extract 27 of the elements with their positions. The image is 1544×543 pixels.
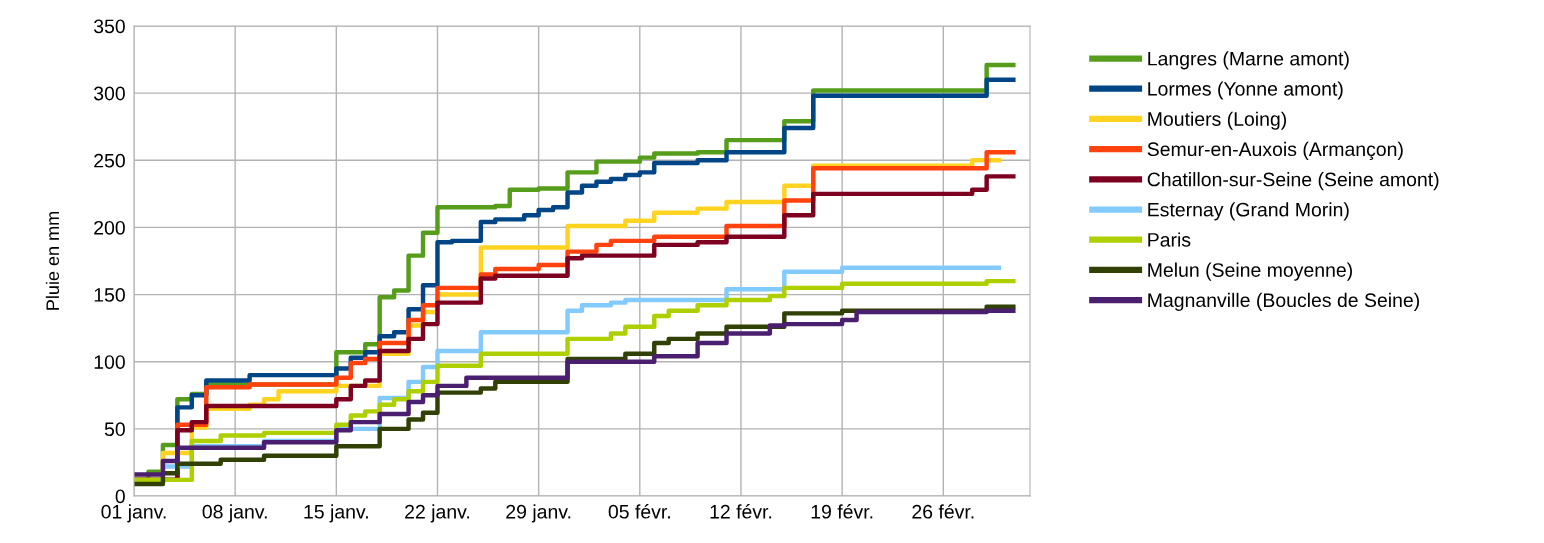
- x-tick-label: 08 janv.: [202, 504, 267, 523]
- legend-label: Chatillon-sur-Seine (Seine amont): [1147, 172, 1439, 191]
- x-tick-label: 15 janv.: [304, 504, 368, 523]
- y-tick-label: 150: [94, 288, 125, 302]
- x-tick-label: 26 févr.: [912, 504, 974, 519]
- y-tick-label: 100: [94, 355, 125, 369]
- x-tick-label: 12 févr.: [710, 504, 772, 519]
- y-tick-label: 200: [94, 220, 125, 235]
- legend-label: Lormes (Yonne amont): [1148, 81, 1343, 100]
- y-tick-label: 250: [94, 153, 125, 168]
- x-tick-label: 29 janv.: [506, 504, 571, 523]
- y-tick-label: 50: [104, 422, 125, 437]
- x-tick-label: 19 févr.: [811, 504, 873, 519]
- y-tick-label: 350: [93, 19, 125, 34]
- x-tick-label: 01 janv.: [101, 504, 166, 523]
- legend-label: Langres (Marne amont): [1148, 51, 1349, 70]
- y-tick-label: 0: [115, 489, 125, 504]
- legend-label: Esternay (Grand Morin): [1148, 202, 1349, 221]
- legend-label: Magnanville (Boucles de Seine): [1148, 292, 1419, 311]
- y-tick-label: 300: [93, 86, 125, 101]
- y-axis-title: Pluie en mm: [45, 212, 60, 310]
- legend-label: Moutiers (Loing): [1148, 111, 1287, 130]
- legend-label: Semur-en-Auxois (Armançon): [1147, 141, 1403, 161]
- x-tick-label: 05 févr.: [608, 504, 670, 519]
- legend-label: Paris: [1148, 232, 1191, 247]
- legend-label: Melun (Seine moyenne): [1148, 262, 1352, 281]
- x-tick-label: 22 janv.: [405, 504, 470, 523]
